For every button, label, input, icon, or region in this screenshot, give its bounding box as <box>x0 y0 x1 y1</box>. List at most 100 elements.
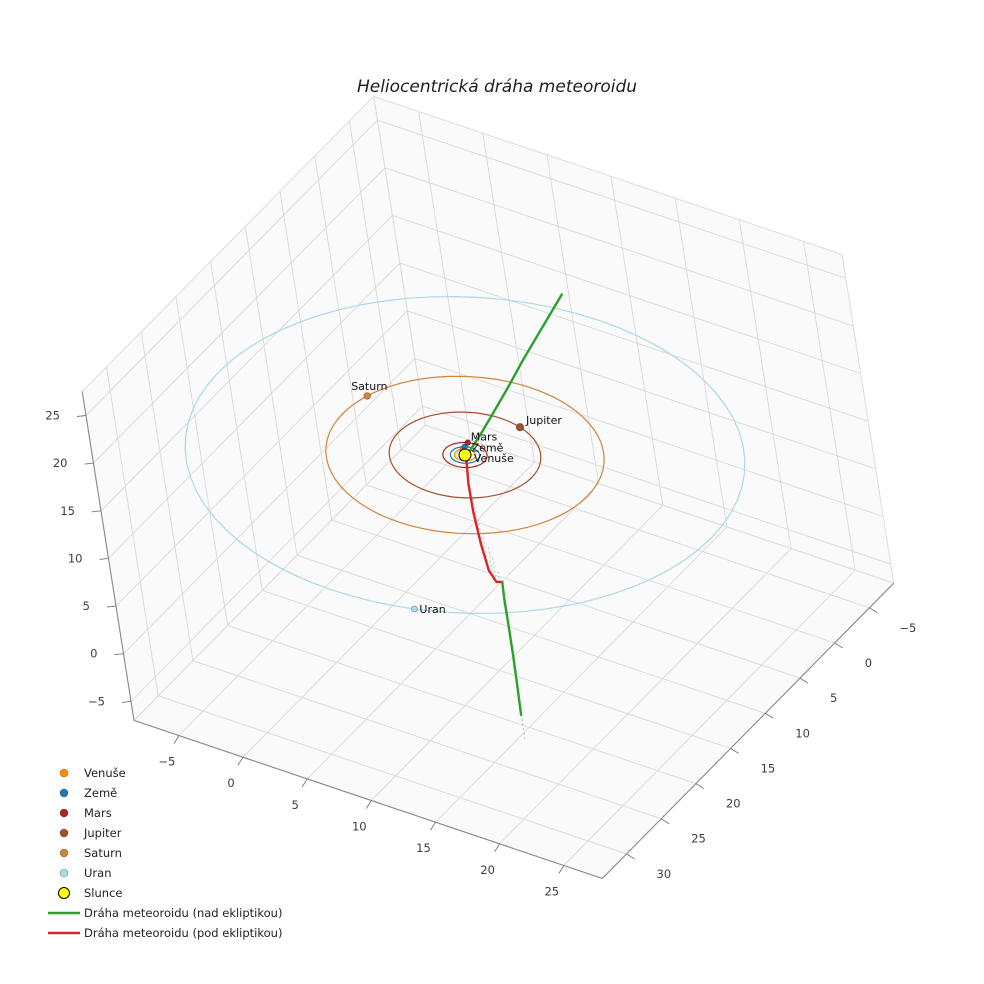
legend-item-zeme: Země <box>59 786 117 800</box>
orbit-mars <box>442 441 488 469</box>
x-axis-spine <box>133 719 603 880</box>
gridline <box>296 554 766 714</box>
gridline <box>414 357 884 517</box>
y-tick-mark <box>660 818 670 825</box>
orbit-zeme <box>449 446 481 464</box>
z-tick-label: 15 <box>60 504 75 518</box>
y-tick-mark <box>869 607 878 614</box>
grid-lines <box>85 111 891 866</box>
z-axis-spine <box>81 391 135 721</box>
y-tick-label: 10 <box>795 726 810 740</box>
z-tick-label: 10 <box>68 551 83 565</box>
axes-panes <box>81 95 895 880</box>
legend-label-saturn: Saturn <box>84 846 122 860</box>
z-tick-mark <box>76 415 87 417</box>
legend-label-zeme: Země <box>84 786 117 800</box>
y-tick-label: 30 <box>657 867 672 881</box>
z-tick-label: 0 <box>90 647 97 661</box>
x-tick-label: 0 <box>227 776 234 790</box>
planet-label-mars: Mars <box>471 431 498 444</box>
x-tick-mark <box>301 778 308 788</box>
legend-item-mars: Mars <box>59 806 112 820</box>
legend-item-saturn: Saturn <box>59 846 122 860</box>
y-tick-mark <box>695 783 705 789</box>
z-tick-label: −5 <box>88 694 105 708</box>
legend-label-jupiter: Jupiter <box>83 826 122 840</box>
gridline <box>377 119 846 279</box>
gridline <box>158 695 627 855</box>
orbit-uran <box>184 295 746 615</box>
gridline <box>306 483 599 780</box>
y-axis-spine <box>601 582 895 879</box>
gridline <box>370 504 664 801</box>
planet-marker-mars <box>464 439 471 446</box>
gridline <box>93 167 386 464</box>
orbit-saturn <box>325 375 605 535</box>
legend-item-slunce: Slunce <box>58 886 122 900</box>
gridline <box>348 120 402 450</box>
gridline <box>803 241 856 571</box>
x-tick-mark <box>494 843 500 853</box>
chart-title: Heliocentrická dráha meteoroidu <box>357 77 637 97</box>
gridline <box>130 405 423 702</box>
planet-label-saturn: Saturn <box>351 380 387 393</box>
trajectory-segment-above <box>465 293 563 459</box>
legend-marker-jupiter <box>59 828 69 838</box>
x-tick-label: 20 <box>480 863 495 877</box>
x-tick-label: 15 <box>416 841 431 855</box>
planet-label-uran: Uran <box>419 603 445 616</box>
tick-labels: −5 0 5 10 15 20 25 −5 0 5 10 15 20 25 30 −5 0 5 10 15 20 25 <box>45 409 916 899</box>
stem-line <box>480 434 484 454</box>
gridline <box>123 358 416 655</box>
gridline <box>227 625 697 785</box>
gridline <box>106 366 159 696</box>
y-tick-label: 15 <box>761 761 776 775</box>
x-tick-label: −5 <box>158 755 175 769</box>
meteoroid-trajectory <box>465 293 563 716</box>
gridline <box>399 262 869 422</box>
x-tick-mark <box>558 865 565 874</box>
gridline <box>331 519 801 679</box>
z-tick-label: 25 <box>45 409 60 423</box>
gridline <box>314 156 367 485</box>
trajectory-segment-above <box>501 580 523 716</box>
gridline <box>384 167 854 327</box>
legend-item-traj-below: Dráha meteoroidu (pod ekliptikou) <box>48 926 282 940</box>
gridline <box>610 176 664 506</box>
trajectory-segment-below <box>465 456 504 584</box>
planet-marker-jupiter <box>515 423 525 432</box>
z-tick-mark <box>121 700 132 703</box>
z-tick-mark <box>91 510 102 513</box>
legend-marker-saturn <box>59 848 69 858</box>
stem-line <box>487 544 494 576</box>
z-tick-mark <box>84 462 94 465</box>
legend-marker-slunce <box>58 887 70 899</box>
legend-label-traj-above: Dráha meteoroidu (nad ekliptikou) <box>84 906 282 920</box>
gridline <box>115 310 408 607</box>
legend: Venuše Země Mars Jupiter Saturn Uran Slunce Drá… <box>48 766 282 940</box>
x-tick-mark <box>237 756 244 766</box>
gridline <box>100 215 393 512</box>
legend-item-jupiter: Jupiter <box>59 826 122 840</box>
legend-marker-venuse <box>59 768 69 778</box>
sun-marker <box>458 448 472 462</box>
orbit-jupiter <box>388 411 542 499</box>
legend-label-uran: Uran <box>84 866 111 880</box>
gridline <box>563 569 856 866</box>
planet-marker-uran <box>411 605 418 613</box>
y-tick-label: −5 <box>899 621 916 635</box>
gridline <box>242 461 535 758</box>
axis-spines <box>81 391 895 880</box>
gridline <box>674 198 728 527</box>
gridline <box>482 133 535 463</box>
gridline <box>435 526 728 823</box>
gridline <box>140 331 194 661</box>
legend-marker-zeme <box>59 788 69 798</box>
legend-marker-mars <box>59 808 69 818</box>
planet-label-zeme: Země <box>472 442 504 455</box>
x-tick-mark <box>430 821 436 831</box>
gridline <box>418 111 471 441</box>
gridline <box>192 660 662 820</box>
y-tick-mark <box>730 748 739 754</box>
